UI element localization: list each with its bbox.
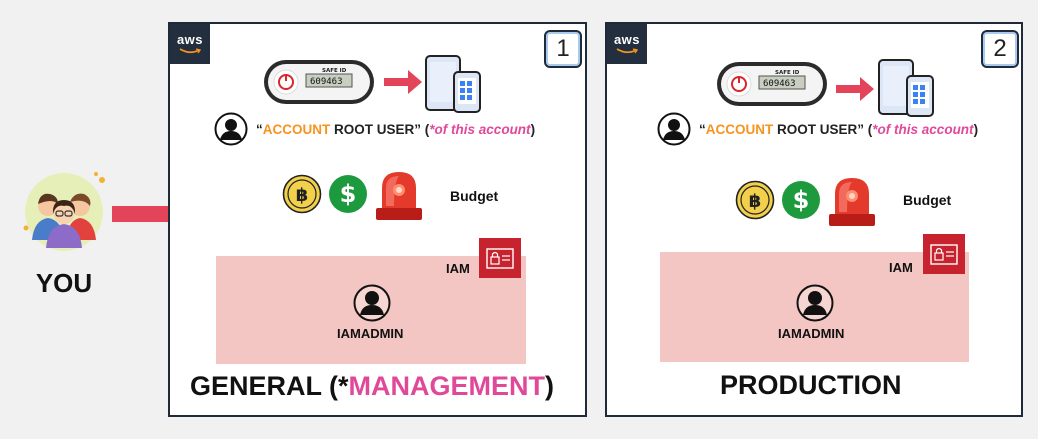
root-user-label: “ACCOUNT ROOT USER” (*of this account)	[699, 121, 979, 137]
svg-text:$: $	[793, 186, 810, 214]
root-user-row: “ACCOUNT ROOT USER” (*of this account)	[657, 112, 978, 146]
budget-label: Budget	[903, 192, 952, 208]
user-silhouette-icon	[353, 284, 391, 322]
iam-admin-label: IAMADMIN	[778, 326, 845, 341]
account-title: PRODUCTION	[720, 370, 902, 400]
aws-logo: aws	[170, 24, 210, 64]
root-user-label: “ACCOUNT ROOT USER” (*of this account)	[256, 121, 536, 137]
user-group-icon	[23, 172, 105, 251]
iam-label: IAM	[889, 260, 913, 275]
svg-text:SAFE ID: SAFE ID	[322, 68, 347, 74]
svg-text:฿: ฿	[296, 185, 309, 206]
bitcoin-coin-icon: ฿	[282, 174, 322, 214]
svg-text:609463: 609463	[310, 77, 343, 87]
budget-label: Budget	[450, 188, 499, 204]
dollar-coin-icon: $	[782, 181, 820, 219]
arrow-right-icon	[836, 77, 874, 101]
svg-text:$: $	[340, 180, 357, 208]
user-silhouette-icon	[214, 112, 248, 146]
aws-logo: aws	[607, 24, 647, 64]
hardware-token-icon: SAFE ID 609463	[717, 62, 827, 106]
svg-text:SAFE ID: SAFE ID	[775, 70, 800, 76]
svg-text:฿: ฿	[749, 191, 762, 212]
iam-identity-icon	[479, 238, 521, 278]
alarm-siren-icon	[829, 178, 875, 226]
iam-label: IAM	[446, 261, 470, 276]
bitcoin-coin-icon: ฿	[735, 180, 775, 220]
arrow-right-icon	[384, 70, 422, 94]
mobile-devices-icon	[425, 55, 481, 113]
dollar-coin-icon: $	[329, 175, 367, 213]
iam-identity-icon	[923, 234, 965, 274]
account-title: GENERAL (*MANAGEMENT)	[190, 371, 555, 401]
user-silhouette-icon	[657, 112, 691, 146]
iam-admin-label: IAMADMIN	[337, 326, 404, 341]
mobile-devices-icon	[878, 59, 934, 117]
account-panel-production: aws 2 SAFE ID 609463 “ACCOUNT ROOT USER”…	[605, 22, 1023, 417]
alarm-siren-icon	[376, 172, 422, 220]
account-number-badge: 1	[544, 30, 582, 68]
you-label: YOU	[35, 268, 93, 298]
account-panel-general: aws 1 SAFE ID 609463 “ACCOUNT ROOT USER”…	[168, 22, 587, 417]
hardware-token-icon: SAFE ID 609463	[264, 60, 374, 104]
account-number-badge: 2	[981, 30, 1019, 68]
user-silhouette-icon	[796, 284, 834, 322]
root-user-row: “ACCOUNT ROOT USER” (*of this account)	[214, 112, 535, 146]
svg-text:609463: 609463	[763, 79, 796, 89]
